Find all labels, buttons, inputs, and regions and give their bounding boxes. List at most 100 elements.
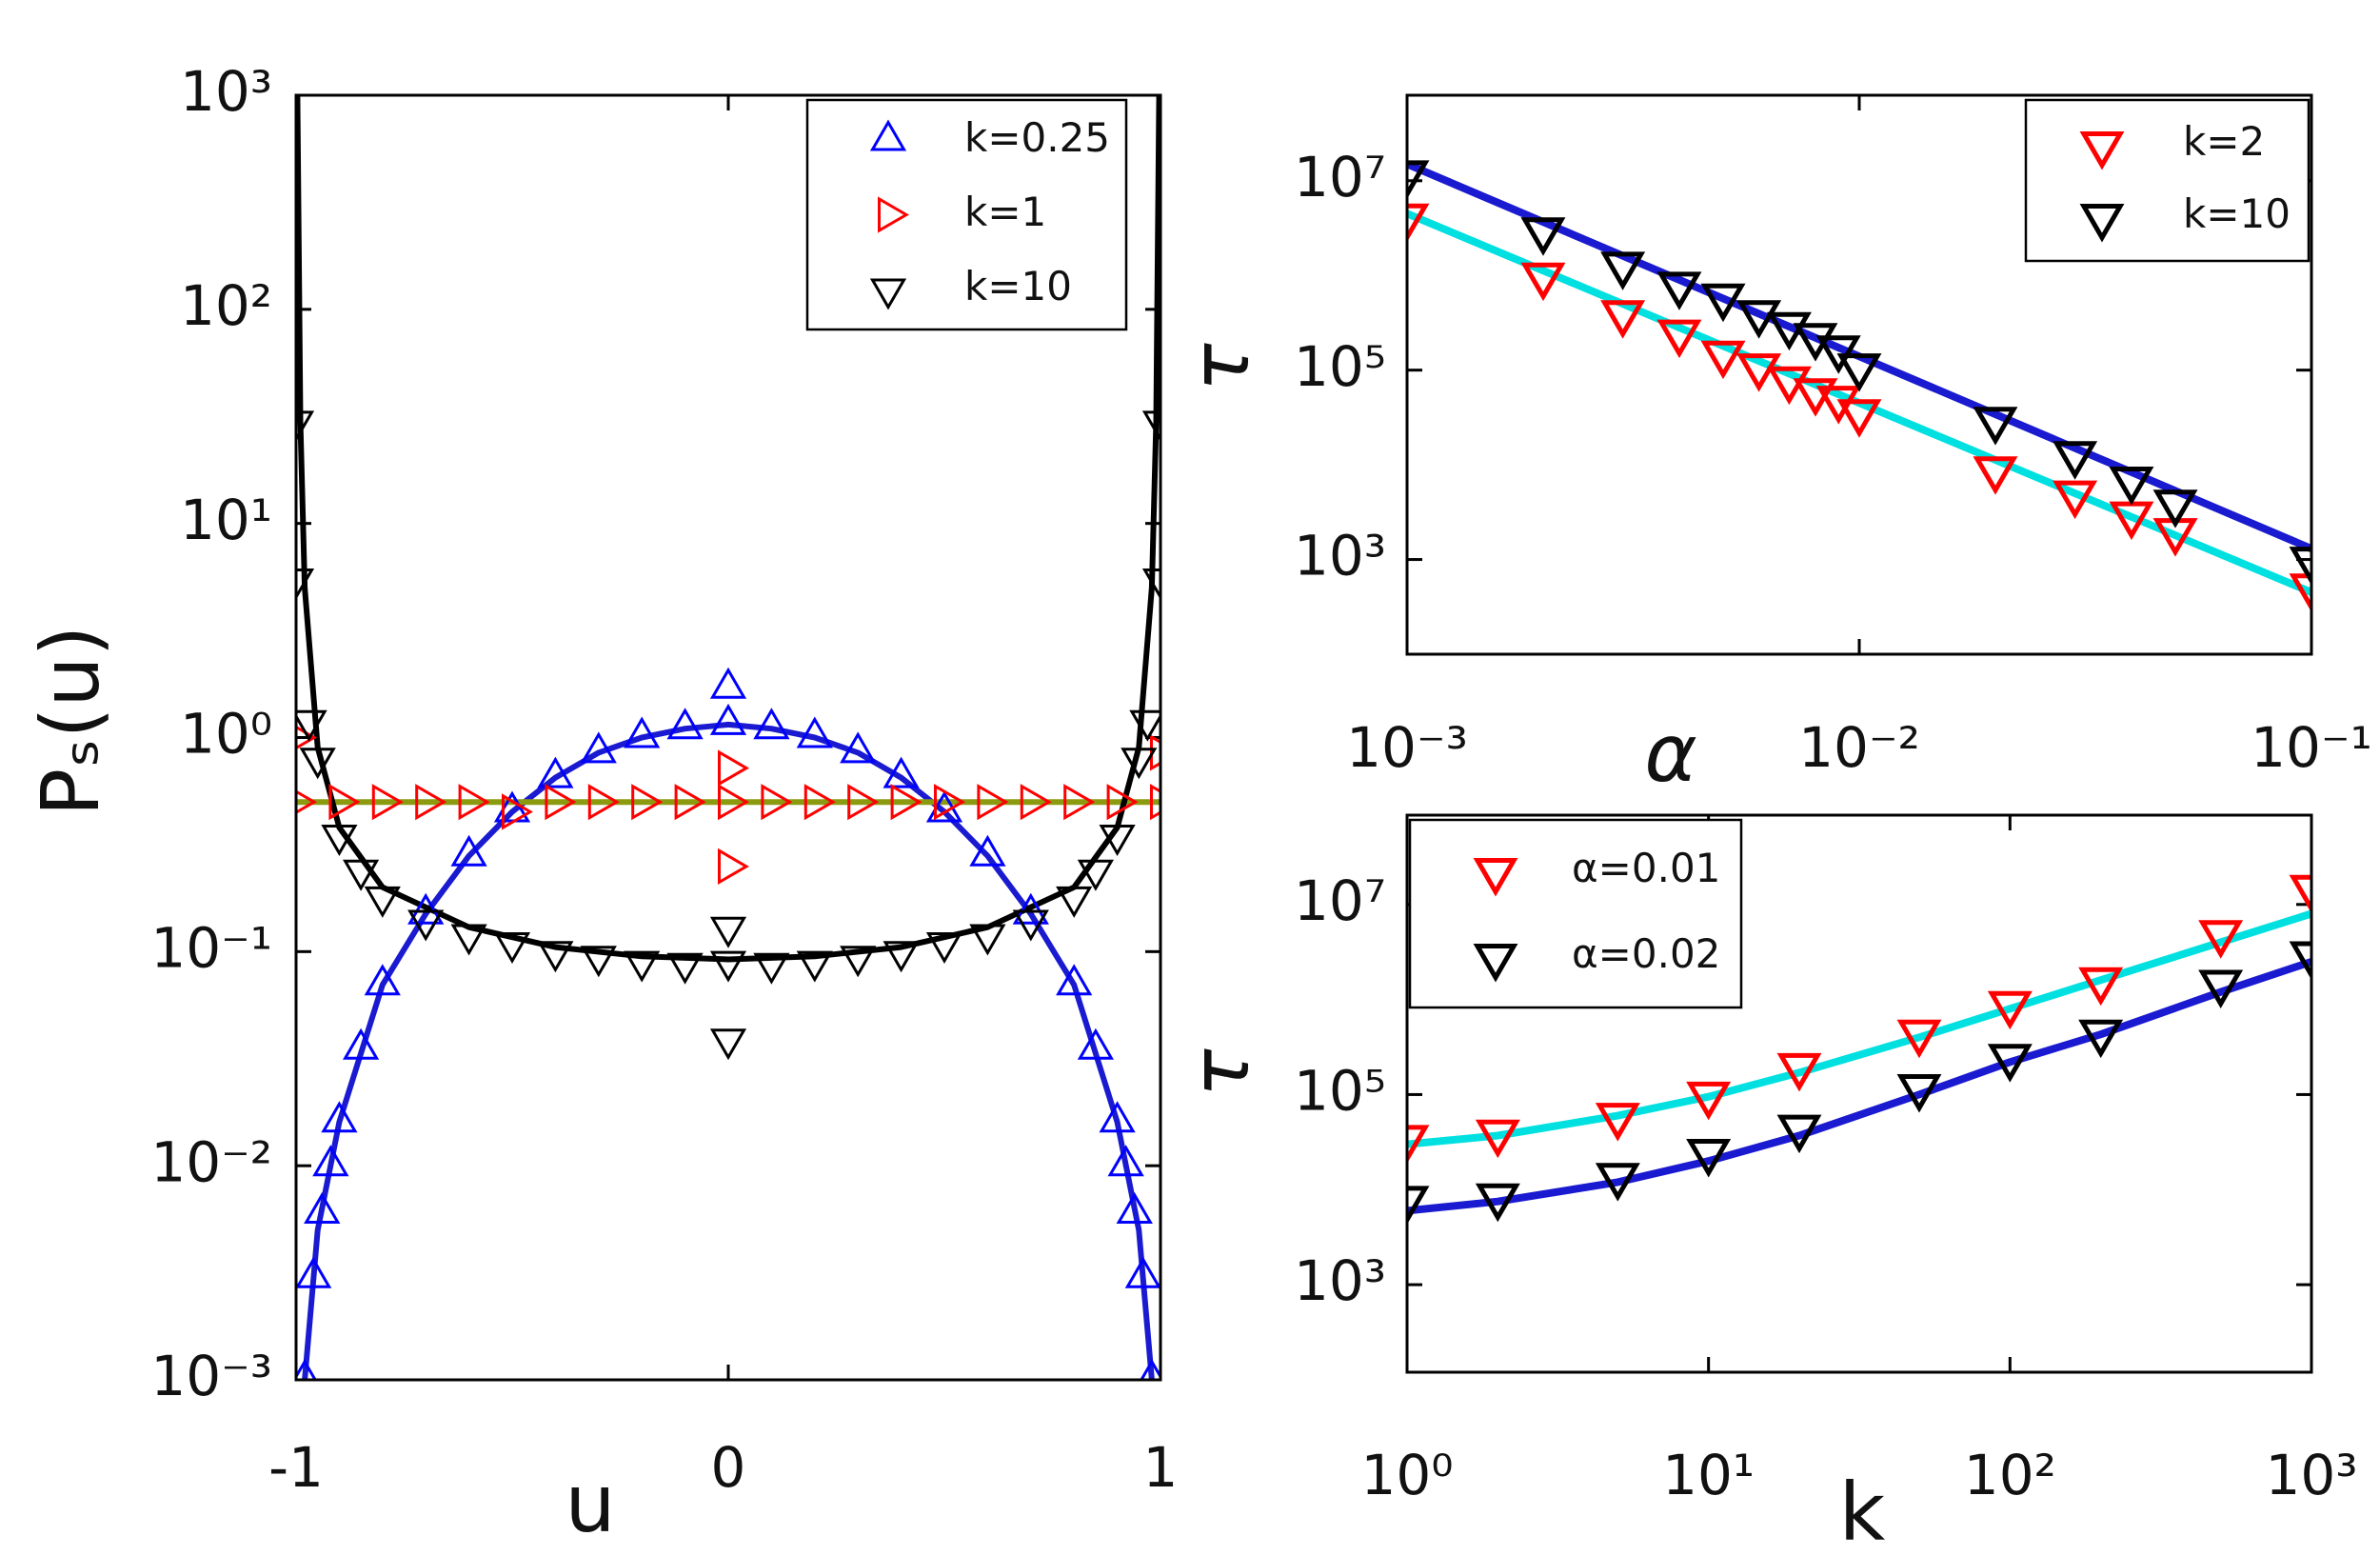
marker <box>2053 441 2098 480</box>
marker <box>1776 1052 1822 1092</box>
legend-label: k=0.25 <box>964 114 1110 161</box>
marker <box>709 703 747 735</box>
y-tick-label: 10⁻² <box>150 1129 272 1194</box>
marker <box>296 1256 332 1288</box>
y-tick-label: 10⁵ <box>1294 1059 1386 1124</box>
marker <box>718 749 749 787</box>
marker <box>1686 1081 1732 1121</box>
marker <box>1987 1044 2033 1083</box>
marker <box>1077 859 1115 891</box>
marker <box>1124 1256 1160 1288</box>
legend-box <box>2024 98 2311 263</box>
y-tick-label: 10⁻³ <box>150 1344 272 1408</box>
marker <box>2053 480 2098 520</box>
marker <box>1595 1103 1640 1142</box>
marker <box>883 756 920 788</box>
marker <box>1520 262 1566 302</box>
marker <box>1776 1114 1822 1154</box>
marker <box>1475 1119 1520 1159</box>
marker <box>2198 969 2244 1008</box>
marker <box>969 834 1006 867</box>
marker <box>1407 1186 1430 1225</box>
marker <box>753 708 790 740</box>
marker <box>624 950 661 983</box>
marker <box>718 784 749 821</box>
marker <box>796 716 833 748</box>
marker <box>2078 1019 2124 1059</box>
x-axis-label: k <box>1839 1466 1886 1556</box>
marker <box>1129 709 1160 742</box>
marker <box>493 932 531 964</box>
marker <box>840 731 877 764</box>
y-tick-label: 10⁷ <box>1294 868 1386 933</box>
marker <box>761 784 793 821</box>
marker <box>1077 1027 1115 1060</box>
x-axis-label: u <box>565 1457 615 1550</box>
marker <box>415 784 447 821</box>
curves <box>296 95 1160 1380</box>
marker <box>1973 456 2018 495</box>
marker <box>1121 748 1158 780</box>
marker <box>1150 784 1160 821</box>
y-tick-label: 10⁷ <box>1294 145 1386 209</box>
x-tick-label: 10⁻¹ <box>2251 715 2372 780</box>
markers <box>1407 160 2311 612</box>
marker <box>2198 920 2244 959</box>
marker <box>847 784 880 821</box>
legend-marker <box>2079 204 2125 243</box>
marker <box>718 848 749 886</box>
marker <box>1600 251 1646 290</box>
legend-label: k=2 <box>2183 118 2265 165</box>
x-tick-label: 10² <box>1964 1443 2056 1507</box>
legend-marker <box>2079 131 2125 170</box>
fit-curve <box>296 95 1160 963</box>
marker <box>840 946 877 978</box>
legend-marker <box>1473 858 1518 897</box>
marker <box>883 941 920 973</box>
legend-box <box>805 98 1128 331</box>
marker <box>796 950 833 983</box>
marker <box>934 784 965 821</box>
marker <box>2152 489 2198 529</box>
marker <box>2109 467 2154 506</box>
marker <box>450 924 487 956</box>
marker <box>1736 353 1782 392</box>
marker <box>1150 734 1160 771</box>
marker <box>1836 353 1882 392</box>
marker <box>1656 319 1702 359</box>
marker <box>1407 203 1430 243</box>
y-tick-label: 10¹ <box>180 488 272 552</box>
axes-frame <box>294 93 1162 1382</box>
y-tick-label: 10³ <box>1294 524 1386 588</box>
marker <box>890 784 922 821</box>
marker <box>364 886 401 918</box>
x-tick-label: -1 <box>268 1435 324 1500</box>
x-tick-label: 0 <box>711 1435 746 1500</box>
markers <box>296 410 1160 1380</box>
marker <box>1107 1145 1144 1177</box>
marker <box>1700 340 1746 380</box>
marker <box>2289 874 2311 914</box>
axes-frame <box>1405 813 2313 1374</box>
marker <box>1099 1101 1136 1133</box>
marker <box>1600 300 1646 339</box>
marker <box>1020 784 1052 821</box>
curves <box>1407 909 2311 1215</box>
marker <box>1063 784 1096 821</box>
marker <box>296 709 327 742</box>
y-tick-label: 10⁻¹ <box>150 915 272 980</box>
legend-marker <box>878 196 909 233</box>
y-tick-label: 10² <box>180 273 272 338</box>
marker <box>674 784 706 821</box>
marker <box>328 784 361 821</box>
legend-label: k=1 <box>964 189 1046 235</box>
marker <box>1116 1192 1153 1224</box>
marker <box>580 946 617 978</box>
x-axis-label: α <box>1644 707 1696 800</box>
marker <box>321 825 358 856</box>
y-axis-label: Pₛ(u) <box>24 626 117 817</box>
marker <box>371 784 404 821</box>
marker <box>1896 1019 1942 1059</box>
